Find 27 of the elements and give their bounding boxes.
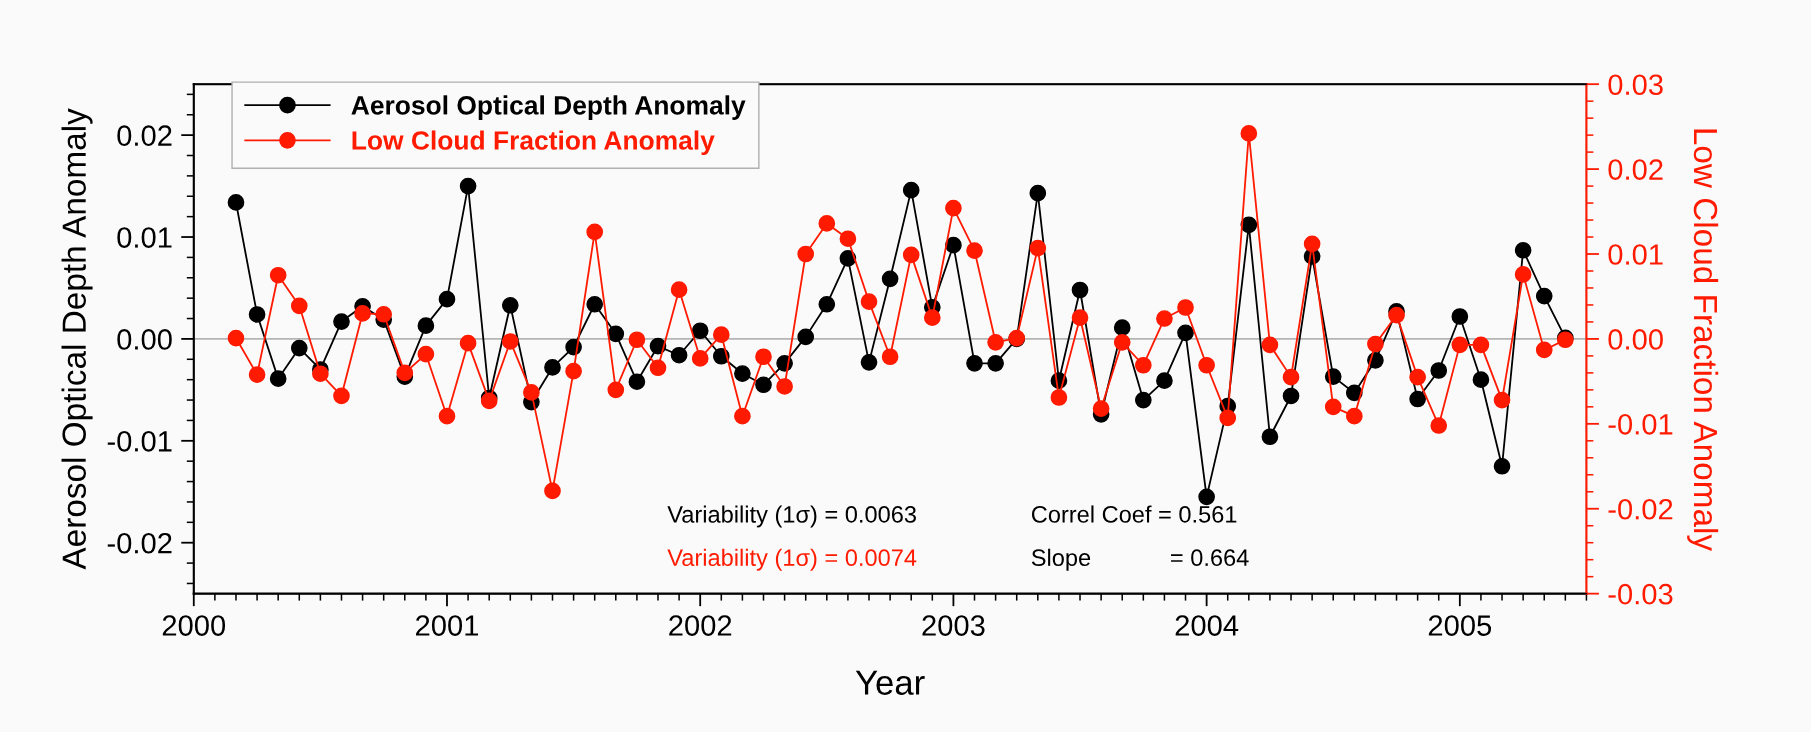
y2-tick-label: 0.03: [1608, 74, 1663, 96]
x-tick-label: 2004: [1175, 615, 1239, 636]
y2-tick-label: -0.01: [1608, 414, 1673, 435]
x-tick-label: 2003: [922, 615, 985, 636]
annotation: Variability (1σ) = 0.0063: [667, 505, 916, 528]
x-tick-label: 2002: [669, 615, 732, 636]
x-tick-label: 2000: [162, 615, 226, 636]
y2-tick-label: 0.00: [1608, 329, 1663, 350]
y2-tick-label: 0.02: [1608, 159, 1663, 180]
y-tick-label: 0.02: [117, 125, 172, 146]
x-tick-label: 2001: [416, 615, 479, 636]
y-tick-label: -0.02: [107, 532, 172, 554]
y-axis-title: Aerosol Optical Depth Anomaly: [61, 108, 93, 570]
y-tick-label: 0.01: [117, 227, 172, 248]
legend-label: Low Cloud Fraction Anomaly: [352, 130, 715, 156]
annotation: Slope = 0.664: [1031, 548, 1249, 571]
x-tick-label: 2005: [1428, 615, 1492, 636]
x-axis-title: Year: [855, 670, 925, 695]
y2-tick-label: -0.03: [1608, 583, 1673, 605]
y-tick-label: -0.01: [107, 431, 172, 452]
y2-axis-title: Low Cloud Fraction Anomaly: [1687, 129, 1719, 552]
annotation: Variability (1σ) = 0.0074: [667, 548, 917, 571]
legend-label: Aerosol Optical Depth Anomaly: [351, 95, 746, 120]
y2-tick-label: -0.02: [1608, 498, 1673, 520]
y2-tick-label: 0.01: [1608, 244, 1663, 265]
annotation: Correl Coef = 0.561: [1031, 505, 1237, 523]
y-tick-label: 0.00: [117, 329, 172, 350]
